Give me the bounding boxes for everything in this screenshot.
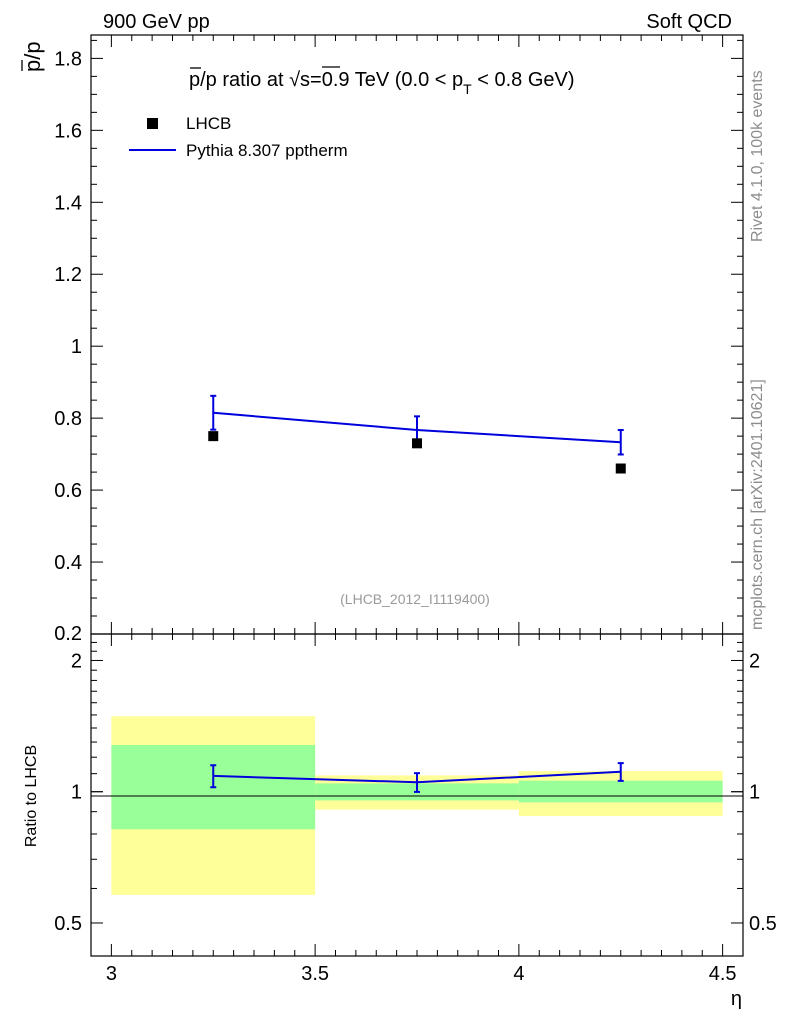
main-y-tick-label: 0.4 bbox=[54, 552, 82, 574]
lhcb-data-point bbox=[615, 463, 626, 474]
main-y-tick-label: 0.8 bbox=[54, 408, 82, 430]
header-left: 900 GeV pp bbox=[103, 11, 210, 33]
svg-text:p/p: p/p bbox=[20, 41, 45, 72]
chart-title: p/p ratio at √s=0.9 TeV (0.0 < pT < 0.8 … bbox=[189, 69, 575, 97]
title-sub: T bbox=[463, 81, 472, 97]
header-right: Soft QCD bbox=[646, 11, 732, 33]
x-tick-label: 3.5 bbox=[301, 963, 329, 985]
main-y-tick-label: 1.6 bbox=[54, 120, 82, 142]
ylabel-tail: /p bbox=[20, 41, 45, 59]
title-energy: =0.9 TeV (0.0 < p bbox=[310, 69, 463, 91]
main-panel: 0.4 0.6 0.8 1 1.2 1.4 1.6 1.8 0.2 p/p p/p ratio… bbox=[20, 34, 744, 645]
analysis-watermark: (LHCB_2012_I1119400) bbox=[340, 591, 490, 607]
ratio-bands bbox=[111, 716, 723, 895]
main-y-label: p/p bbox=[20, 41, 45, 72]
main-y-tick-label: 1.8 bbox=[54, 48, 82, 70]
legend-label-lhcb: LHCB bbox=[186, 114, 231, 133]
main-marks bbox=[208, 394, 626, 474]
ylabel-pbar: p bbox=[20, 60, 45, 72]
ratio-y-tick-label-left: 0.5 bbox=[54, 913, 82, 935]
ratio-y-tick-label-left: 2 bbox=[71, 650, 82, 672]
ratio-y-tick-label-right: 0.5 bbox=[749, 913, 777, 935]
ratio-y-tick-label-right: 2 bbox=[749, 650, 760, 672]
legend: LHCB Pythia 8.307 pptherm bbox=[129, 114, 348, 160]
ratio-panel: 0.5 0.5 1 1 2 2 3 3.5 4 4.5 Ratio to LHCB η bbox=[23, 633, 777, 1010]
main-y-tick-label: 1.4 bbox=[54, 192, 82, 214]
ratio-y-label: Ratio to LHCB bbox=[23, 745, 40, 847]
x-tick-label: 4.5 bbox=[709, 963, 737, 985]
legend-marker-lhcb bbox=[147, 118, 158, 129]
ratio-y-tick-label-right: 1 bbox=[749, 782, 760, 804]
main-y-tick-label: 1.2 bbox=[54, 264, 82, 286]
lhcb-data-point bbox=[412, 438, 422, 449]
x-axis-label: η bbox=[731, 988, 742, 1010]
main-y-tick-label: 0.6 bbox=[54, 480, 82, 502]
legend-label-mc: Pythia 8.307 pptherm bbox=[186, 141, 348, 160]
ratio-ticks bbox=[91, 634, 743, 956]
main-y-cut-label: 0.2 bbox=[54, 623, 82, 645]
title-pbar: p bbox=[189, 69, 200, 91]
x-tick-label: 4 bbox=[513, 963, 524, 985]
main-y-ticks bbox=[91, 35, 743, 635]
main-y-tick-label: 1 bbox=[71, 336, 82, 358]
rivet-label: Rivet 4.1.0, 100k events bbox=[749, 70, 766, 242]
lhcb-data-point bbox=[208, 431, 219, 442]
ratio-tick-labels: 0.5 0.5 1 1 2 2 3 3.5 4 4.5 bbox=[54, 650, 777, 985]
main-y-tick-labels: 0.4 0.6 0.8 1 1.2 1.4 1.6 1.8 bbox=[54, 48, 82, 574]
ratio-band-inner bbox=[518, 780, 723, 803]
mcplots-label: mcplots.cern.ch [arXiv:2401.10621] bbox=[749, 379, 766, 630]
x-tick-label: 3 bbox=[106, 963, 117, 985]
title-sqrt: √s bbox=[289, 69, 310, 91]
title-tail: < 0.8 GeV) bbox=[472, 69, 575, 91]
ratio-marks bbox=[210, 762, 624, 793]
title-after-pbar: /p ratio at bbox=[200, 69, 289, 91]
ratio-y-tick-label-left: 1 bbox=[71, 782, 82, 804]
